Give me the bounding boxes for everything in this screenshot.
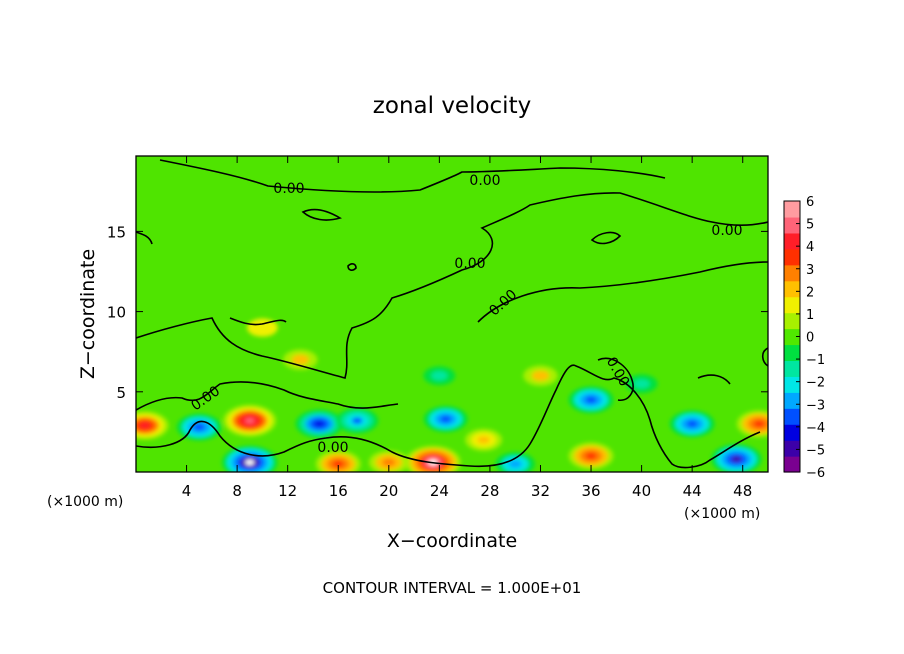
x-tick-label: 36 <box>581 482 600 500</box>
x-axis-title: X−coordinate <box>387 530 517 552</box>
x-unit-label-left: (×1000 m) <box>47 494 123 510</box>
x-tick-label: 28 <box>480 482 499 500</box>
zero-contour-line <box>136 192 768 379</box>
field-feature <box>753 420 765 428</box>
x-tick-label: 44 <box>683 482 702 500</box>
colorbar-swatch <box>784 232 800 250</box>
field-feature <box>440 415 452 423</box>
y-tick-label: 15 <box>107 223 126 241</box>
colorbar-tick-label: 5 <box>806 218 814 233</box>
field-feature <box>531 370 550 381</box>
zero-contour-line <box>697 374 731 385</box>
colorbar-swatch <box>784 248 800 266</box>
colorbar-swatches <box>784 201 800 473</box>
contour-interval-footer: CONTOUR INTERVAL = 1.000E+01 <box>323 579 582 597</box>
x-tick-label: 8 <box>232 482 242 500</box>
zero-contour-line <box>590 231 622 245</box>
field-feature <box>382 458 396 467</box>
contour-label: 0.00 <box>317 440 348 456</box>
zero-contour-line <box>159 159 666 193</box>
field-feature <box>731 456 742 463</box>
colorbar-tick-label: 2 <box>806 285 814 300</box>
y-tick-label: 5 <box>116 384 126 402</box>
zero-contour-line <box>597 357 634 402</box>
x-tick-label: 24 <box>430 482 449 500</box>
zero-contour-line <box>229 317 287 326</box>
colorbar-swatch <box>784 360 800 377</box>
field-feature <box>245 459 255 466</box>
colorbar-swatch <box>784 201 800 218</box>
colorbar-swatch <box>784 440 800 457</box>
colorbar-swatch <box>784 312 800 330</box>
contour-label: 0.00 <box>273 181 304 197</box>
plot-area: 0.00 0.00 0.00 0.00 0.00 0.00 0.00 0.00 … <box>107 155 769 500</box>
colorbar-swatch <box>784 328 800 346</box>
colorbar-swatch <box>784 280 800 298</box>
field-feature <box>193 423 205 431</box>
contour-label: 0.00 <box>711 223 742 239</box>
colorbar-tick-label: −1 <box>806 353 825 368</box>
field-feature <box>351 417 363 424</box>
zero-contour-line <box>761 347 768 367</box>
colorbar: 6 5 4 3 2 1 0 −1 −2 −3 −4 −5 −6 <box>783 195 825 481</box>
y-tick-label: 10 <box>107 304 126 322</box>
colorbar-tick-label: −4 <box>806 421 825 436</box>
colorbar-tick-label: 6 <box>806 195 814 210</box>
colorbar-swatch <box>784 376 800 393</box>
chart-title: zonal velocity <box>373 93 531 119</box>
zero-contour-line <box>136 231 153 245</box>
x-tick-label: 40 <box>632 482 651 500</box>
zero-contour-line <box>301 208 342 221</box>
contour-label: 0.00 <box>469 173 500 189</box>
field-feature <box>291 354 309 365</box>
x-tick-label: 32 <box>531 482 550 500</box>
field-feature <box>686 420 698 428</box>
colorbar-tick-label: −3 <box>806 398 825 413</box>
colorbar-tick-label: −6 <box>806 466 825 481</box>
colorbar-swatch <box>784 456 800 473</box>
field-feature <box>477 436 490 444</box>
colorbar-tick-labels: 6 5 4 3 2 1 0 −1 −2 −3 −4 −5 −6 <box>796 195 825 481</box>
plot-frame <box>135 155 769 473</box>
field-feature <box>332 460 344 468</box>
x-tick-label: 12 <box>278 482 297 500</box>
colorbar-swatch <box>784 424 800 441</box>
colorbar-tick-label: 3 <box>806 263 814 278</box>
field-feature <box>585 396 597 404</box>
field-feature <box>585 452 597 460</box>
field-feature <box>140 422 150 429</box>
contour-label: 0.00 <box>454 256 485 272</box>
x-tick-label: 20 <box>379 482 398 500</box>
field-feature <box>314 421 324 427</box>
colorbar-swatch <box>784 296 800 314</box>
field-feature <box>245 418 255 424</box>
zero-contour-line <box>347 263 357 271</box>
y-axis-title: Z−coordinate <box>77 249 99 379</box>
field-feature <box>633 379 650 389</box>
colorbar-tick-label: 4 <box>806 240 814 255</box>
colorbar-tick-label: 1 <box>806 308 814 323</box>
x-axis-ticks: 4 8 12 16 20 24 28 32 36 40 44 48 <box>182 156 752 500</box>
colorbar-swatch <box>784 344 800 362</box>
field-feature <box>431 371 448 381</box>
zero-contour-line <box>477 261 768 323</box>
colorbar-tick-label: 0 <box>806 331 814 346</box>
x-tick-label: 48 <box>733 482 752 500</box>
x-tick-label: 4 <box>182 482 192 500</box>
x-tick-label: 16 <box>329 482 348 500</box>
colorbar-swatch <box>784 264 800 282</box>
field-feature <box>247 318 278 337</box>
x-unit-label-right: (×1000 m) <box>684 506 760 522</box>
colorbar-tick-label: −2 <box>806 376 825 391</box>
colorbar-swatch <box>784 216 800 234</box>
colorbar-tick-label: −5 <box>806 443 825 458</box>
zero-contours <box>136 159 768 469</box>
field-feature <box>508 460 522 468</box>
zero-contour-line <box>136 381 399 411</box>
zero-contour-line <box>136 364 761 469</box>
colorbar-swatch <box>784 392 800 409</box>
colorbar-swatch <box>784 408 800 425</box>
y-axis-ticks: 5 10 15 <box>107 223 768 402</box>
